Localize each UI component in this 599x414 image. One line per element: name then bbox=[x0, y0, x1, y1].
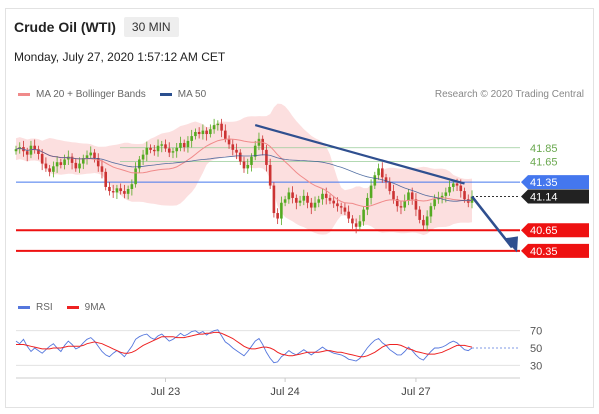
price-legend: MA 20 + Bollinger Bands MA 50 bbox=[18, 89, 220, 100]
legend-rsi: RSI bbox=[18, 302, 53, 313]
instrument-title: Crude Oil (WTI) bbox=[14, 19, 116, 35]
ma50-swatch-icon bbox=[159, 93, 172, 96]
timeframe-badge[interactable]: 30 MIN bbox=[123, 17, 179, 37]
chart-header: Crude Oil (WTI) 30 MIN bbox=[14, 17, 179, 37]
legend-ma20-label: MA 20 + Bollinger Bands bbox=[36, 89, 146, 100]
legend-ma50: MA 50 bbox=[159, 89, 207, 100]
ma20-swatch-icon bbox=[18, 93, 30, 96]
chart-date: Monday, July 27, 2020 1:57:12 AM CET bbox=[14, 50, 226, 64]
legend-ma9-label: 9MA bbox=[84, 302, 106, 313]
ma9-swatch-icon bbox=[66, 306, 79, 309]
legend-ma20-bb: MA 20 + Bollinger Bands bbox=[18, 89, 146, 100]
research-credit: Research © 2020 Trading Central bbox=[434, 89, 584, 100]
legend-ma9: 9MA bbox=[66, 302, 106, 313]
legend-ma50-label: MA 50 bbox=[177, 89, 207, 100]
rsi-swatch-icon bbox=[18, 306, 30, 309]
legend-rsi-label: RSI bbox=[36, 302, 53, 313]
chart-card bbox=[5, 8, 594, 408]
rsi-legend: RSI 9MA bbox=[18, 302, 119, 313]
